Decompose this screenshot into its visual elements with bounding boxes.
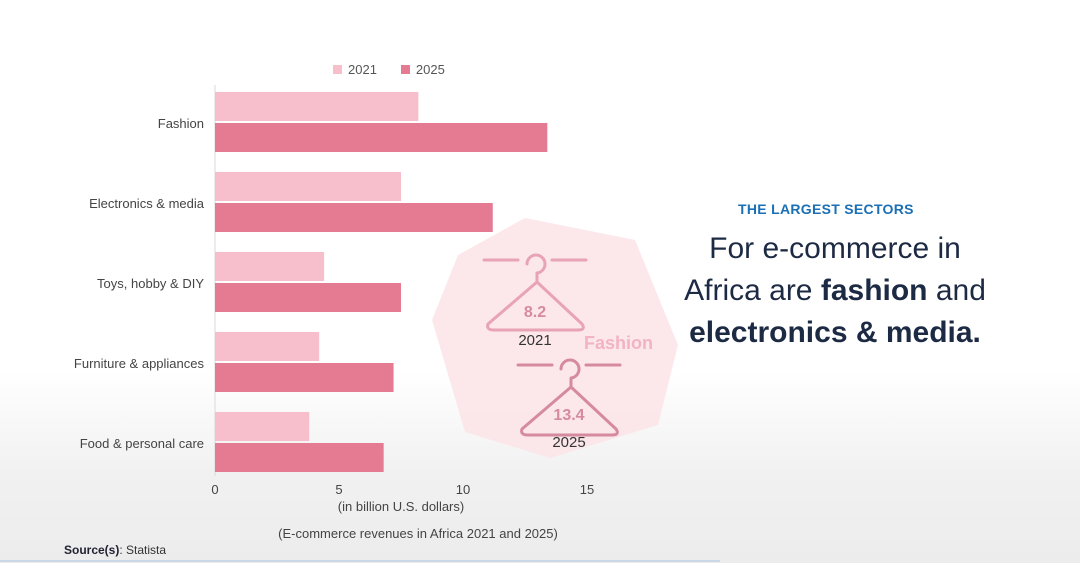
bar-2021: [215, 412, 310, 441]
callout-background-shape: [432, 218, 678, 458]
source-note: Source(s): Statista: [64, 543, 166, 557]
headline-text: For e-commerce in Africa are fashion and…: [660, 228, 1010, 354]
bar-2021: [215, 92, 419, 121]
callout-value-2021: 8.2: [523, 304, 547, 321]
legend-item-2025: 2025: [400, 62, 445, 77]
callout-sector-label: Fashion: [584, 333, 654, 353]
category-label-food: Food & personal care: [79, 436, 204, 451]
category-label-toys: Toys, hobby & DIY: [97, 276, 204, 291]
headline-emphasis-electronics: electronics & media.: [689, 316, 981, 349]
bar-2025: [215, 283, 401, 312]
category-label-furniture: Furniture & appliances: [73, 356, 204, 371]
x-tick-label: 15: [579, 482, 595, 497]
bar-2021: [215, 332, 320, 361]
bar-2025: [215, 203, 493, 232]
category-label-electronics: Electronics & media: [89, 196, 204, 211]
callout-year-2025: 2025: [552, 434, 586, 451]
bar-2025: [215, 363, 394, 392]
bottom-divider: [0, 560, 720, 562]
callout-value-2025: 13.4: [553, 407, 585, 424]
legend-label-2025: 2025: [415, 62, 445, 77]
category-label-fashion: Fashion: [157, 116, 204, 131]
legend-label-2021: 2021: [348, 62, 377, 77]
x-tick-label: 10: [455, 482, 471, 497]
bar-2021: [215, 252, 325, 281]
x-tick-label: 5: [335, 482, 343, 497]
headline-kicker: THE LARGEST SECTORS: [738, 201, 914, 217]
headline-line-2-end: and: [927, 274, 986, 307]
chart-legend: 2021 2025: [333, 62, 445, 77]
legend-swatch-2021: [333, 65, 342, 74]
bar-2021: [215, 172, 401, 201]
legend-item-2021: 2021: [333, 62, 377, 77]
legend-swatch-2025: [400, 65, 410, 74]
source-label: Source(s): [64, 543, 120, 557]
callout-year-2021: 2021: [518, 332, 552, 349]
bar-2025: [215, 123, 548, 152]
bar-group: [215, 92, 548, 472]
x-tick-label: 0: [211, 482, 219, 497]
headline-line-1: For e-commerce in: [709, 232, 961, 265]
chart-caption: (E-commerce revenues in Africa 2021 and …: [278, 526, 558, 541]
headline-emphasis-fashion: fashion: [820, 274, 928, 307]
headline-line-2-start: Africa are: [684, 274, 821, 307]
source-text: : Statista: [119, 543, 167, 557]
bar-2025: [215, 443, 384, 472]
headline-line-2: Africa are fashion and: [660, 270, 1010, 312]
hanger-icon: [516, 358, 622, 437]
x-axis-unit-label: (in billion U.S. dollars): [337, 499, 465, 514]
hanger-icon: [482, 253, 588, 332]
